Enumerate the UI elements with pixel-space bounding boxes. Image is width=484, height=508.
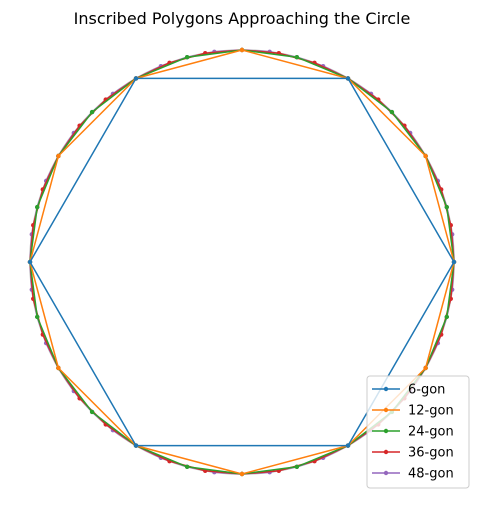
legend-swatch-marker [383,470,389,476]
data-point-12-gon-1 [423,153,428,159]
data-point-6-gon-3 [27,259,33,265]
data-point-24-gon-15 [89,409,95,415]
data-point-24-gon-7 [184,55,190,60]
legend: 6-gon 12-gon 24-gon 36-gon 48-gon [366,375,470,489]
legend-label: 6-gon [408,383,445,398]
data-point-24-gon-3 [389,109,395,115]
data-point-6-gon-5 [345,443,351,448]
legend-entry-12-gon: 12-gon [372,404,454,419]
data-point-6-gon-1 [345,76,351,81]
data-point-24-gon-1 [444,204,449,210]
data-point-12-gon-11 [423,365,428,371]
legend-swatch-marker [383,386,389,392]
data-point-24-gon-17 [184,464,190,469]
legend-swatch-marker [383,449,389,455]
data-point-6-gon-4 [133,443,139,448]
data-point-6-gon-2 [133,76,139,81]
data-point-24-gon-23 [444,314,449,320]
legend-label: 12-gon [408,404,454,419]
legend-entry-36-gon: 36-gon [372,446,454,461]
legend-entry-24-gon: 24-gon [372,425,454,440]
legend-swatch-marker [383,428,389,434]
legend-entry-6-gon: 6-gon [372,383,445,398]
legend-swatch-marker [383,407,389,413]
legend-label: 36-gon [408,446,454,461]
legend-label: 24-gon [408,425,454,440]
legend-box [366,375,470,489]
data-point-24-gon-9 [89,109,95,115]
data-point-24-gon-13 [35,314,40,320]
chart-title: Inscribed Polygons Approaching the Circl… [74,9,411,28]
data-point-24-gon-19 [294,464,300,469]
data-point-12-gon-5 [56,153,61,159]
data-point-24-gon-5 [294,55,300,60]
legend-label: 48-gon [408,467,454,482]
legend-entry-48-gon: 48-gon [372,467,454,482]
data-point-24-gon-11 [35,204,40,210]
data-point-12-gon-7 [56,365,61,371]
data-point-6-gon-0 [451,259,457,265]
data-point-12-gon-3 [239,47,245,53]
series-6-gon [27,76,457,448]
data-point-12-gon-9 [239,471,245,477]
